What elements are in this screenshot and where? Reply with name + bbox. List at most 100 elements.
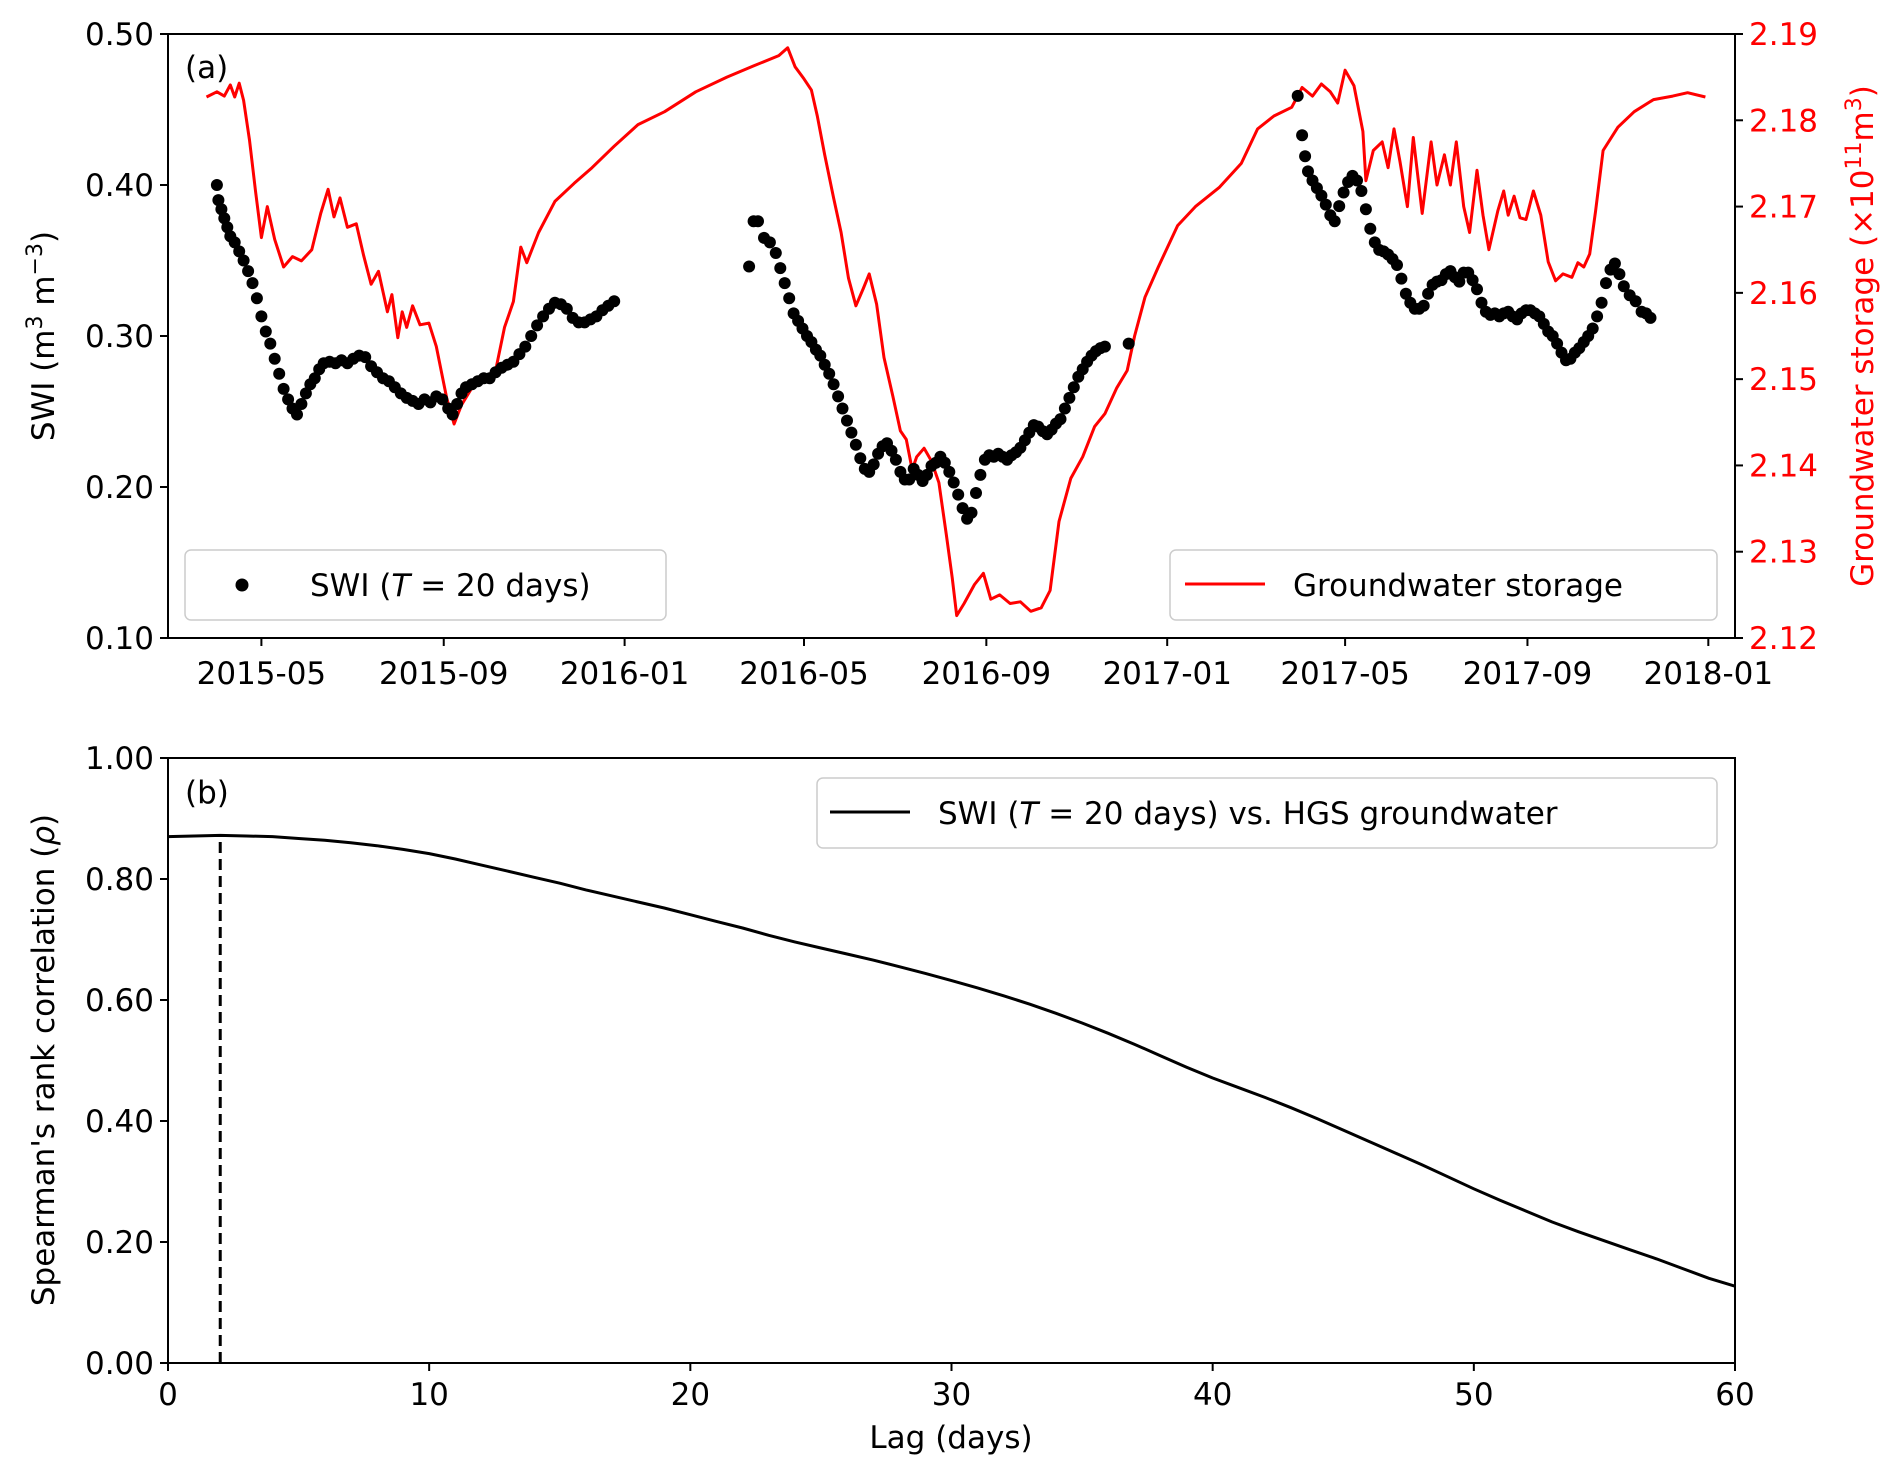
x-tick-label-b: 0 [158, 1377, 178, 1413]
legend-groundwater-label: Groundwater storage [1293, 568, 1623, 604]
swi-point [608, 295, 621, 308]
swi-point [1391, 259, 1403, 271]
y-tick-label-b: 0.20 [85, 1225, 154, 1261]
swi-point [769, 247, 782, 259]
swi-point [1351, 174, 1363, 187]
swi-point [446, 408, 459, 421]
x-tick-label-a: 2015-09 [379, 656, 509, 692]
swi-point [841, 414, 853, 427]
x-tick-label-a: 2017-09 [1463, 656, 1593, 692]
swi-point [921, 468, 933, 481]
x-tick-label-b: 20 [671, 1377, 710, 1413]
swi-point [885, 444, 898, 457]
swi-point [233, 245, 246, 258]
swi-point [1098, 340, 1111, 353]
swi-point [1296, 129, 1309, 142]
y-axis-right-a: 2.12 2.13 2.14 2.15 2.16 2.17 2.18 2.19 [1735, 17, 1818, 657]
groundwater-storage-series [205, 46, 1706, 618]
swi-point [1337, 186, 1350, 199]
swi-point [867, 458, 880, 471]
swi-point [845, 426, 858, 439]
swi-point [1063, 391, 1076, 404]
swi-point [1355, 185, 1368, 197]
swi-point [237, 254, 250, 267]
swi-point [210, 179, 223, 191]
swi-point [943, 465, 956, 478]
swi-point [1328, 215, 1341, 228]
swi-point [250, 292, 263, 305]
swi-point [1399, 287, 1412, 300]
swi-point [903, 473, 916, 486]
swi-point [1315, 189, 1328, 202]
swi-point [525, 330, 538, 342]
swi-point [1586, 322, 1599, 335]
swi-point [560, 302, 573, 315]
legend-swi-box [184, 549, 667, 621]
swi-point [1417, 299, 1430, 312]
swi-point [299, 387, 312, 400]
swi-point [827, 378, 840, 391]
y2-tick-label-a: 2.16 [1749, 276, 1818, 312]
swi-point [1333, 200, 1346, 213]
y-tick-label-b: 0.00 [85, 1346, 154, 1382]
y2-tick-label-a: 2.17 [1749, 190, 1818, 226]
swi-point [1617, 280, 1630, 293]
swi-point [947, 476, 960, 489]
swi-point [215, 203, 228, 216]
y2-tick-label-a: 2.13 [1749, 535, 1818, 571]
swi-point [1359, 203, 1372, 216]
swi-point [1067, 381, 1080, 394]
swi-point [832, 390, 845, 403]
swi-point [1613, 268, 1626, 281]
swi-point [823, 367, 836, 380]
swi-point [295, 398, 308, 410]
swi-point [1629, 295, 1642, 308]
y-axis-b: 0.00 0.20 0.40 0.60 0.80 1.00 [85, 741, 168, 1382]
swi-point [1551, 337, 1564, 350]
swi-point [1453, 275, 1466, 288]
swi-point [242, 265, 255, 278]
swi-point [752, 215, 764, 228]
y-tick-label-a: 0.20 [85, 470, 154, 506]
swi-point [763, 236, 776, 249]
swi-point [818, 358, 831, 371]
x-tick-label-b: 30 [932, 1377, 971, 1413]
legend-swi: SWI (T = 20 days) [184, 549, 667, 621]
swi-point [743, 260, 756, 273]
swi-point [1364, 222, 1377, 235]
swi-point [268, 352, 281, 365]
y-tick-label-b: 0.60 [85, 983, 154, 1019]
swi-point [1422, 287, 1435, 300]
legend-correlation: SWI (T = 20 days) vs. HGS groundwater [816, 777, 1718, 849]
x-tick-label-a: 2016-09 [922, 656, 1052, 692]
x-axis-title-b: Lag (days) [869, 1420, 1032, 1456]
swi-point [814, 349, 827, 362]
swi-series [210, 89, 1657, 525]
swi-point [436, 393, 449, 406]
legend-groundwater: Groundwater storage [1169, 549, 1718, 621]
swi-point [451, 398, 464, 410]
y-tick-label-a: 0.40 [85, 168, 154, 204]
y2-tick-label-a: 2.12 [1749, 621, 1818, 657]
swi-point [255, 310, 268, 323]
swi-point [970, 487, 982, 499]
legend-groundwater-box [1169, 549, 1718, 621]
y-axis-title-a: SWI (m3 m−3) [23, 231, 62, 441]
swi-point [1595, 296, 1608, 309]
x-axis-a: 2015-05 2015-09 2016-01 2016-05 2016-09 2017-… [197, 638, 1773, 692]
swi-point [778, 277, 791, 290]
y-axis-left-a: 0.10 0.20 0.30 0.40 0.50 [85, 17, 168, 657]
swi-point [956, 502, 969, 515]
correlation-line [168, 833, 1735, 1288]
swi-point [246, 277, 259, 290]
swi-point [228, 236, 241, 249]
y-axis-title-b: Spearman's rank correlation (ρ) [26, 814, 62, 1306]
y-tick-label-a: 0.10 [85, 621, 154, 657]
panel-a: 0.100.200.300.400.50 2.122.132.142.152.1… [23, 17, 1881, 692]
x-tick-label-a: 2018-01 [1644, 656, 1774, 692]
swi-point [273, 367, 286, 380]
swi-point [1608, 257, 1621, 270]
groundwater-storage-line [205, 46, 1706, 618]
swi-point [1471, 283, 1483, 296]
y2-tick-label-a: 2.18 [1749, 103, 1818, 139]
